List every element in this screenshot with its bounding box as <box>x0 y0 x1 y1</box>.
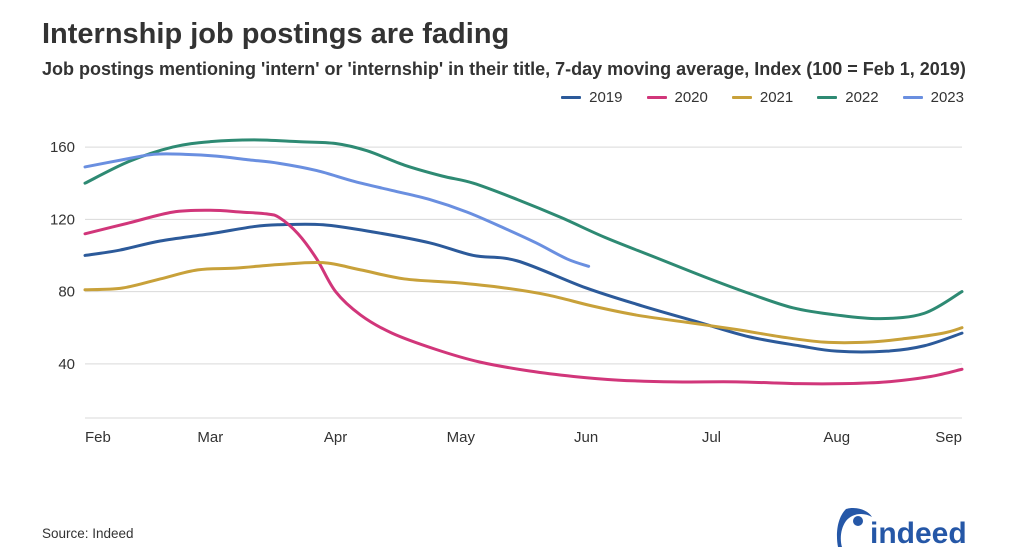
legend-label: 2019 <box>589 89 622 106</box>
x-tick-label: Apr <box>324 429 347 446</box>
line-chart: 40 80 120 160 Feb Mar Apr May Jun Jul Aug Sep <box>40 110 984 455</box>
legend-swatch <box>732 96 752 99</box>
legend-swatch <box>903 96 923 99</box>
chart-subtitle: Job postings mentioning 'intern' or 'int… <box>42 57 982 81</box>
legend-item-2023: 2023 <box>903 89 964 106</box>
indeed-logo: indeed <box>834 507 974 549</box>
legend-label: 2023 <box>931 89 964 106</box>
chart-svg: 40 80 120 160 Feb Mar Apr May Jun Jul Aug Sep <box>40 110 980 450</box>
series-2021 <box>85 263 962 343</box>
legend-item-2021: 2021 <box>732 89 793 106</box>
source-footer: Source: Indeed <box>42 526 134 541</box>
legend-item-2022: 2022 <box>817 89 878 106</box>
x-tick-label: Mar <box>197 429 223 446</box>
y-tick-label: 120 <box>50 212 75 229</box>
x-tick-label: Jul <box>702 429 721 446</box>
legend: 2019 2020 2021 2022 2023 <box>0 81 1024 106</box>
legend-item-2020: 2020 <box>647 89 708 106</box>
chart-title: Internship job postings are fading <box>42 18 982 51</box>
legend-swatch <box>817 96 837 99</box>
series-2023 <box>85 154 589 266</box>
legend-swatch <box>647 96 667 99</box>
x-tick-label: Jun <box>574 429 598 446</box>
series-2019 <box>85 224 962 352</box>
legend-item-2019: 2019 <box>561 89 622 106</box>
header: Internship job postings are fading Job p… <box>0 0 1024 81</box>
y-tick-label: 160 <box>50 139 75 156</box>
x-tick-label: Sep <box>935 429 962 446</box>
logo-text: indeed <box>870 517 967 549</box>
legend-label: 2021 <box>760 89 793 106</box>
x-tick-label: Aug <box>823 429 850 446</box>
y-tick-label: 40 <box>58 356 75 373</box>
x-tick-label: May <box>447 429 476 446</box>
y-tick-label: 80 <box>58 284 75 301</box>
legend-swatch <box>561 96 581 99</box>
legend-label: 2022 <box>845 89 878 106</box>
legend-label: 2020 <box>675 89 708 106</box>
x-tick-label: Feb <box>85 429 111 446</box>
